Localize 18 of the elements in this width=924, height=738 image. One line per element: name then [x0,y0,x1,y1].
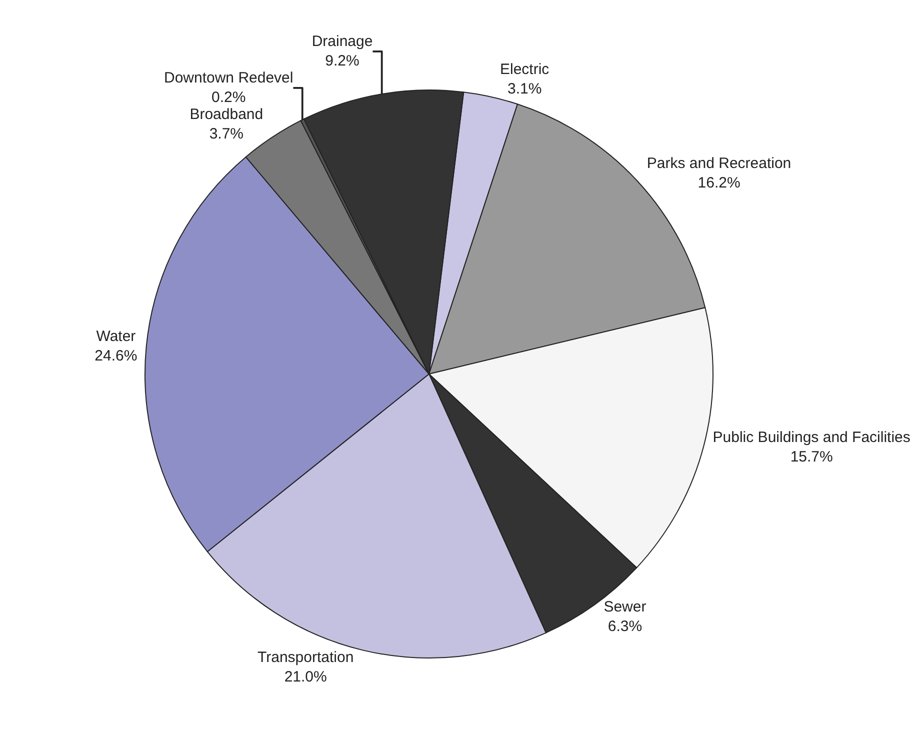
slice-label: Electric [500,61,550,78]
data-label: 0.2% [212,89,246,106]
slice-label: Water [96,328,136,346]
slice-label: Transportation [258,649,354,666]
data-label: 9.2% [325,52,360,70]
slice-label: Drainage [312,33,373,50]
slice-label: Parks and Recreation [646,154,792,172]
data-label: 6.3% [608,618,642,636]
data-label: 15.7% [790,448,833,466]
data-label: 24.6% [94,348,138,365]
data-label: 21.0% [284,668,327,686]
data-label: 3.7% [209,126,244,143]
data-label: 3.1% [507,80,542,98]
slice-label: Public Buildings and Facilities [712,429,910,446]
slice-label: Downtown Redevel [164,70,294,87]
slice-label: Sewer [604,598,646,616]
data-label: 16.2% [698,174,740,192]
slice-label: Broadband [190,106,264,124]
